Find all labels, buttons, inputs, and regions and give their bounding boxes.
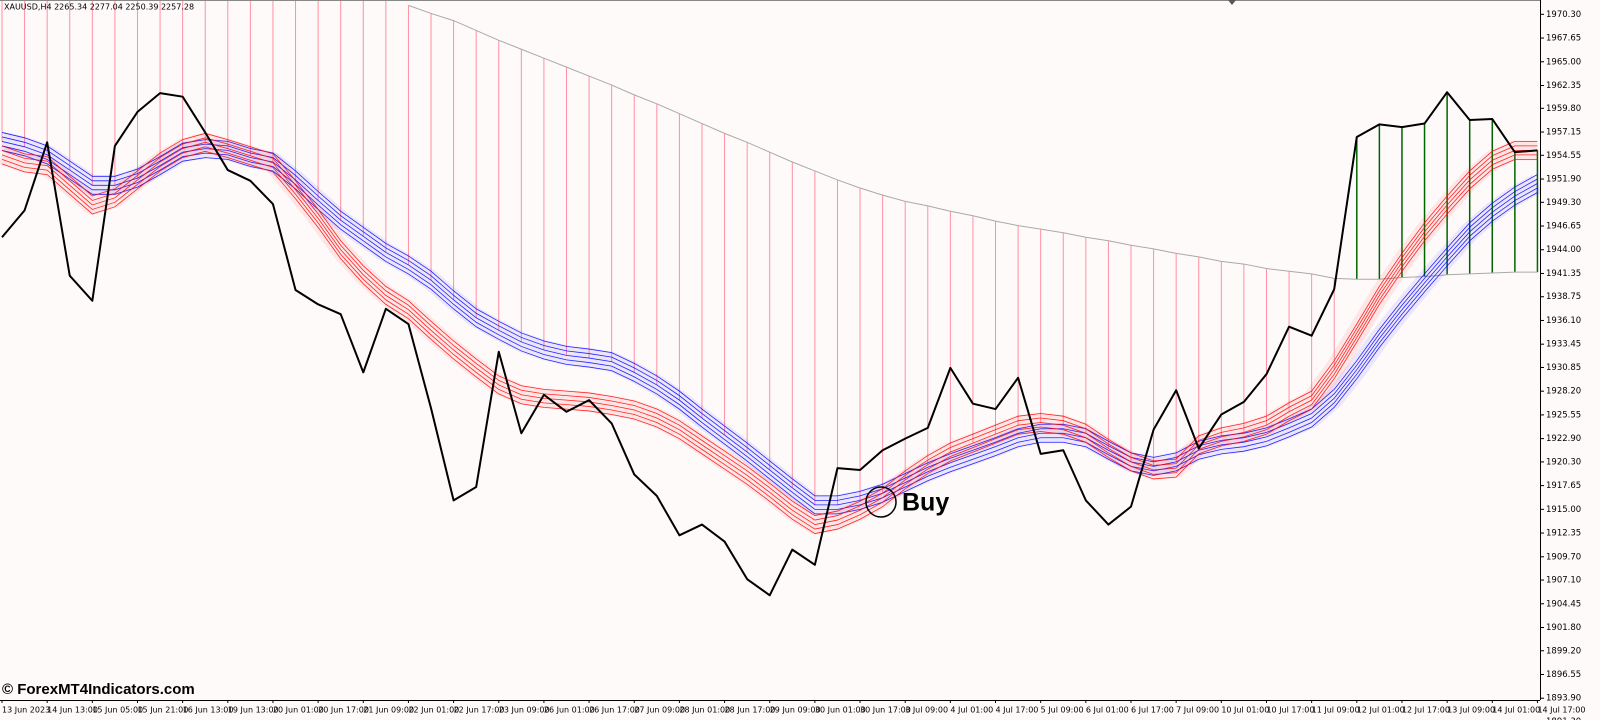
y-tick-label: 1949.30: [1546, 198, 1581, 208]
y-tick-label: 1941.35: [1546, 269, 1581, 279]
x-tick-label: 28 Jun 17:00: [725, 706, 776, 715]
price-line: [1, 91, 1538, 597]
x-tick-label: 26 Jun 17:00: [589, 706, 640, 715]
x-tick-label: 11 Jul 09:00: [1312, 706, 1360, 715]
x-tick-label: 4 Jul 17:00: [996, 706, 1039, 715]
x-tick-label: 22 Jun 01:00: [408, 706, 459, 715]
x-tick-label: 30 Jun 01:00: [815, 706, 866, 715]
ribbon-line: [1, 132, 1538, 497]
y-tick-label: 1907.10: [1546, 576, 1581, 586]
x-tick-label: 3 Jul 09:00: [905, 706, 948, 715]
y-tick-label: 1944.00: [1546, 245, 1581, 255]
x-tick-label: 13 Jul 09:00: [1447, 706, 1495, 715]
y-tick-label: 1896.55: [1546, 670, 1581, 680]
buy-annotation: Buy: [902, 489, 949, 517]
y-tick-label: 1938.75: [1546, 292, 1581, 302]
x-tick-label: 23 Jun 09:00: [499, 706, 550, 715]
x-tick-label: 27 Jun 09:00: [634, 706, 685, 715]
x-tick-label: 20 Jun 01:00: [273, 706, 324, 715]
shift-marker: [1228, 0, 1236, 5]
moving-average-line: [408, 4, 1538, 280]
ribbon-line: [1, 150, 1538, 534]
y-tick-label: 1891.30: [1546, 717, 1581, 720]
x-tick-label: 5 Jul 09:00: [1041, 706, 1084, 715]
x-tick-label: 20 Jun 17:00: [318, 706, 369, 715]
y-tick-label: 1893.90: [1546, 694, 1581, 704]
y-tick-label: 1909.70: [1546, 552, 1581, 562]
y-tick-label: 1930.85: [1546, 363, 1581, 373]
y-tick-label: 1922.90: [1546, 434, 1581, 444]
x-tick-label: 6 Jul 17:00: [1131, 706, 1174, 715]
x-tick-label: 29 Jun 09:00: [770, 706, 821, 715]
y-tick-label: 1904.45: [1546, 599, 1581, 609]
chart-title: XAUUSD,H4 2265.34 2277.04 2250.39 2257.2…: [4, 3, 194, 12]
y-tick-label: 1959.80: [1546, 104, 1581, 114]
y-tick-label: 1928.20: [1546, 387, 1581, 397]
y-tick-label: 1951.90: [1546, 175, 1581, 185]
x-tick-label: 28 Jun 01:00: [679, 706, 730, 715]
y-tick-label: 1936.10: [1546, 316, 1581, 326]
x-tick-label: 13 Jun 2023: [2, 706, 50, 715]
x-tick-label: 10 Jul 01:00: [1221, 706, 1269, 715]
x-tick-label: 12 Jul 17:00: [1402, 706, 1450, 715]
x-tick-label: 4 Jul 01:00: [950, 706, 993, 715]
x-tick-label: 15 Jun 21:00: [137, 706, 188, 715]
ribbon-line: [1, 132, 1538, 516]
x-tick-label: 19 Jun 13:00: [228, 706, 279, 715]
buy-circle: [865, 486, 897, 518]
ribbon-line: [1, 150, 1538, 515]
y-tick-label: 1899.20: [1546, 646, 1581, 656]
y-tick-label: 1901.80: [1546, 623, 1581, 633]
ribbon-line: [1, 136, 1538, 501]
x-tick-label: 14 Jun 13:00: [47, 706, 98, 715]
x-tick-label: 21 Jun 09:00: [363, 706, 414, 715]
x-tick-label: 22 Jun 17:00: [454, 706, 505, 715]
x-tick-label: 10 Jul 17:00: [1266, 706, 1314, 715]
x-tick-label: 16 Jun 13:00: [183, 706, 234, 715]
y-tick-label: 1954.55: [1546, 151, 1581, 161]
y-tick-label: 1933.45: [1546, 340, 1581, 350]
y-tick-label: 1917.65: [1546, 481, 1581, 491]
y-tick-label: 1925.55: [1546, 410, 1581, 420]
ribbon-line: [1, 141, 1538, 506]
x-tick-label: 14 Jul 01:00: [1492, 706, 1540, 715]
ribbon-line: [1, 145, 1538, 510]
y-tick-label: 1920.30: [1546, 457, 1581, 467]
y-tick-label: 1946.65: [1546, 222, 1581, 232]
x-tick-label: 30 Jun 17:00: [860, 706, 911, 715]
plot-area: [0, 0, 1540, 597]
watermark: © ForexMT4Indicators.com: [2, 681, 195, 698]
x-tick-label: 14 Jul 17:00: [1537, 706, 1585, 715]
y-tick-label: 1965.00: [1546, 57, 1581, 67]
y-tick-label: 1967.65: [1546, 34, 1581, 44]
ribbon-line: [1, 146, 1538, 530]
ribbon-line: [1, 141, 1538, 525]
y-tick-label: 1957.15: [1546, 128, 1581, 138]
y-tick-label: 1970.30: [1546, 10, 1581, 20]
x-tick-label: 15 Jun 05:00: [92, 706, 143, 715]
x-tick-label: 26 Jun 01:00: [544, 706, 595, 715]
x-tick-label: 6 Jul 01:00: [1086, 706, 1129, 715]
x-tick-label: 12 Jul 01:00: [1357, 706, 1405, 715]
ribbon-line: [1, 137, 1538, 521]
x-tick-label: 7 Jul 09:00: [1176, 706, 1219, 715]
y-tick-label: 1962.35: [1546, 81, 1581, 91]
y-tick-label: 1912.35: [1546, 529, 1581, 539]
y-tick-label: 1915.00: [1546, 505, 1581, 515]
